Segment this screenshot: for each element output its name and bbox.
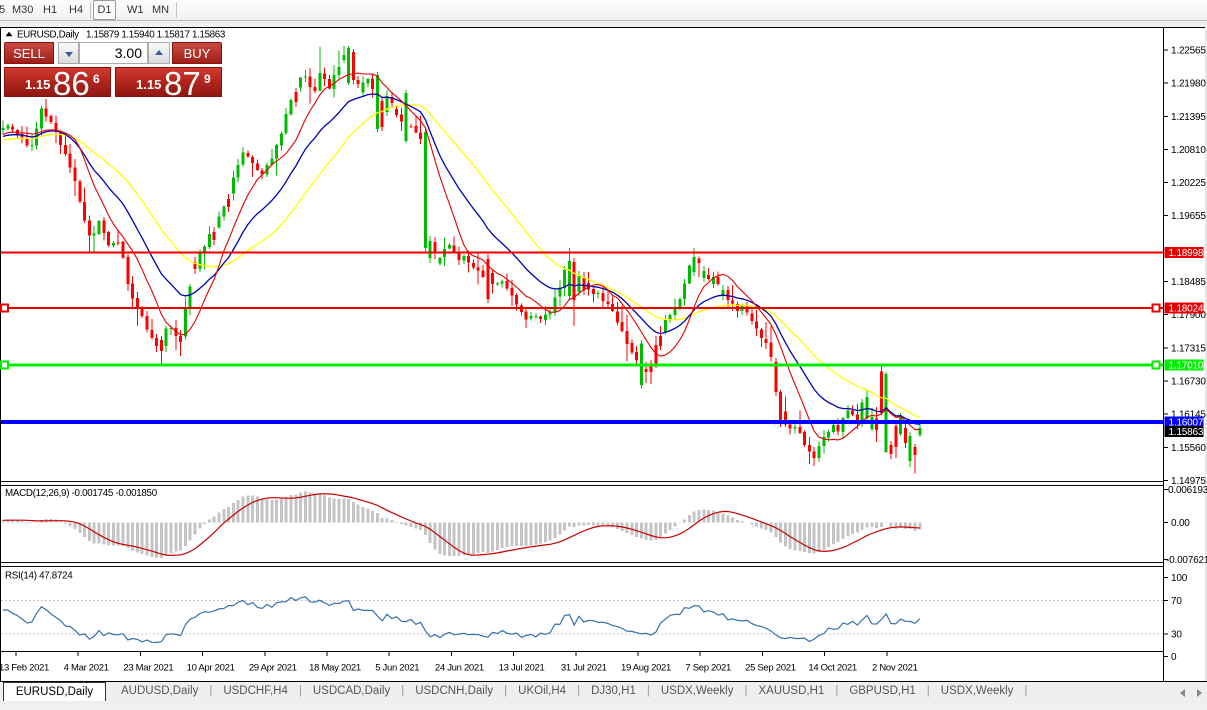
svg-text:1.16007: 1.16007 bbox=[1169, 417, 1204, 428]
svg-text:1.21395: 1.21395 bbox=[1171, 112, 1206, 123]
svg-text:29 Apr 2021: 29 Apr 2021 bbox=[249, 663, 297, 674]
svg-text:1.16145: 1.16145 bbox=[1171, 410, 1206, 421]
svg-text:1.16730: 1.16730 bbox=[1171, 377, 1206, 388]
svg-text:13 Feb 2021: 13 Feb 2021 bbox=[0, 663, 49, 674]
svg-text:MACD(12,26,9) -0.001745 -0.001: MACD(12,26,9) -0.001745 -0.001850 bbox=[5, 488, 158, 499]
svg-text:1.17900: 1.17900 bbox=[1171, 310, 1206, 321]
svg-text:0: 0 bbox=[1171, 652, 1177, 663]
svg-text:30: 30 bbox=[1171, 630, 1182, 641]
svg-text:1.18024: 1.18024 bbox=[1169, 303, 1204, 314]
svg-text:1.14975: 1.14975 bbox=[1171, 476, 1206, 487]
svg-text:0.006193: 0.006193 bbox=[1168, 485, 1207, 496]
svg-text:2 Nov 2021: 2 Nov 2021 bbox=[872, 663, 918, 674]
svg-text:EURUSD,Daily: EURUSD,Daily bbox=[17, 30, 79, 41]
svg-text:5 Jun 2021: 5 Jun 2021 bbox=[375, 663, 419, 674]
svg-text:70: 70 bbox=[1171, 596, 1182, 607]
svg-text:0.00: 0.00 bbox=[1171, 518, 1190, 529]
svg-text:1.17315: 1.17315 bbox=[1171, 343, 1206, 354]
svg-text:1.15560: 1.15560 bbox=[1171, 443, 1206, 454]
svg-text:1.15879 1.15940 1.15817 1.1586: 1.15879 1.15940 1.15817 1.15863 bbox=[86, 30, 226, 41]
svg-text:1.15863: 1.15863 bbox=[1169, 427, 1204, 438]
svg-text:19 Aug 2021: 19 Aug 2021 bbox=[621, 663, 671, 674]
svg-text:-0.007621: -0.007621 bbox=[1166, 555, 1207, 566]
svg-text:31 Jul 2021: 31 Jul 2021 bbox=[561, 663, 607, 674]
svg-text:23 Mar 2021: 23 Mar 2021 bbox=[123, 663, 173, 674]
svg-text:1.19655: 1.19655 bbox=[1171, 211, 1206, 222]
svg-text:1.20225: 1.20225 bbox=[1171, 178, 1206, 189]
svg-text:13 Jul 2021: 13 Jul 2021 bbox=[499, 663, 545, 674]
svg-text:24 Jun 2021: 24 Jun 2021 bbox=[435, 663, 484, 674]
svg-text:1.18485: 1.18485 bbox=[1171, 277, 1206, 288]
svg-text:25 Sep 2021: 25 Sep 2021 bbox=[745, 663, 796, 674]
svg-text:7 Sep 2021: 7 Sep 2021 bbox=[685, 663, 731, 674]
svg-text:10 Apr 2021: 10 Apr 2021 bbox=[187, 663, 235, 674]
svg-text:RSI(14) 47.8724: RSI(14) 47.8724 bbox=[5, 571, 73, 582]
svg-text:4 Mar 2021: 4 Mar 2021 bbox=[64, 663, 109, 674]
svg-text:1.18998: 1.18998 bbox=[1169, 248, 1204, 259]
svg-text:1.17010: 1.17010 bbox=[1169, 360, 1204, 371]
svg-text:14 Oct 2021: 14 Oct 2021 bbox=[808, 663, 856, 674]
svg-text:1.21980: 1.21980 bbox=[1171, 79, 1206, 90]
svg-text:1.20810: 1.20810 bbox=[1171, 145, 1206, 156]
svg-text:1.22565: 1.22565 bbox=[1171, 45, 1206, 56]
svg-text:18 May 2021: 18 May 2021 bbox=[309, 663, 361, 674]
svg-text:100: 100 bbox=[1171, 573, 1188, 584]
